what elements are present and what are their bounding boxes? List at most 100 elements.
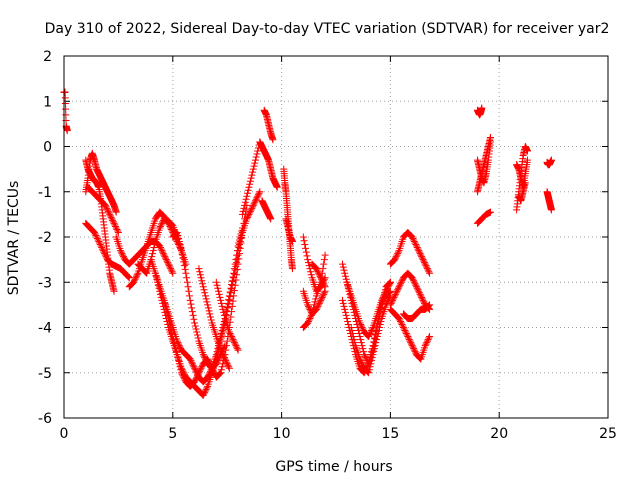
data-point — [318, 293, 326, 301]
data-point — [180, 262, 188, 270]
data-point — [413, 244, 421, 252]
data-point — [246, 177, 254, 185]
data-point — [201, 388, 209, 396]
data-point — [339, 260, 347, 268]
data-point — [254, 192, 262, 200]
data-point — [387, 299, 395, 307]
data-point — [232, 276, 240, 284]
data-point — [405, 336, 413, 344]
data-point — [161, 253, 169, 261]
data-point — [185, 287, 193, 295]
data-point — [226, 288, 234, 296]
data-point — [228, 333, 236, 341]
data-point — [201, 292, 209, 300]
y-tick-label: -4 — [38, 321, 52, 337]
data-point — [220, 308, 228, 316]
data-point — [316, 272, 324, 280]
data-point — [246, 180, 254, 188]
data-point — [312, 305, 320, 313]
data-point — [90, 228, 98, 236]
data-point — [228, 302, 236, 310]
data-point — [191, 378, 199, 386]
data-point — [178, 250, 186, 258]
data-point — [409, 275, 417, 283]
data-point — [241, 201, 249, 209]
data-point — [402, 328, 410, 336]
data-point — [365, 369, 373, 377]
data-point — [168, 330, 176, 338]
data-point — [159, 248, 167, 256]
data-point — [408, 342, 416, 350]
data-point — [304, 301, 312, 309]
data-point — [198, 277, 206, 285]
data-point — [376, 320, 384, 328]
data-point — [185, 292, 193, 300]
data-point — [249, 165, 257, 173]
data-point — [414, 245, 422, 253]
data-point — [423, 337, 431, 345]
data-point — [191, 322, 199, 330]
data-point — [251, 159, 259, 167]
data-point — [164, 259, 172, 267]
data-point — [163, 257, 171, 265]
data-point — [206, 310, 214, 318]
data-point — [229, 273, 237, 281]
data-point — [425, 268, 433, 276]
data-point — [166, 263, 174, 271]
data-point — [418, 295, 426, 303]
data-point — [357, 322, 365, 330]
data-point — [315, 299, 323, 307]
data-point — [236, 250, 244, 258]
data-point — [251, 197, 259, 205]
data-point — [214, 287, 222, 295]
data-point — [407, 339, 415, 347]
data-point — [415, 247, 423, 255]
data-point — [234, 247, 242, 255]
data-point — [175, 235, 183, 243]
data-point — [304, 302, 312, 310]
data-point — [301, 241, 309, 249]
data-point — [158, 247, 166, 255]
data-point — [402, 330, 410, 338]
data-point — [217, 296, 225, 304]
data-point — [109, 216, 117, 224]
data-point — [376, 324, 384, 331]
data-point — [254, 191, 262, 199]
data-point — [133, 271, 141, 279]
data-point — [197, 364, 205, 372]
data-point — [164, 260, 172, 268]
data-point — [171, 342, 179, 350]
data-point — [175, 238, 183, 246]
data-point — [421, 260, 429, 268]
data-point — [217, 346, 225, 354]
x-tick-label: 20 — [490, 426, 508, 442]
data-point — [371, 342, 379, 350]
data-point — [414, 286, 422, 294]
data-point — [398, 277, 406, 285]
data-point — [288, 265, 296, 273]
data-point — [230, 339, 238, 347]
data-point — [156, 224, 164, 232]
data-point — [420, 257, 428, 265]
data-point — [130, 278, 138, 286]
data-point — [225, 328, 233, 336]
data-point — [308, 310, 316, 318]
data-point — [246, 207, 254, 215]
data-point — [174, 354, 182, 362]
data-point — [173, 351, 181, 359]
data-point — [343, 314, 351, 322]
data-point — [416, 354, 424, 362]
data-point — [397, 280, 405, 288]
data-point — [159, 250, 167, 258]
data-point — [315, 271, 323, 279]
data-point — [269, 136, 277, 144]
data-point — [175, 340, 183, 348]
data-point — [388, 298, 396, 306]
grid-lines — [64, 56, 608, 418]
data-point — [299, 233, 307, 241]
data-point — [96, 241, 104, 249]
data-point — [426, 269, 434, 277]
data-point — [250, 200, 258, 208]
data-point — [356, 319, 364, 327]
data-point — [367, 328, 375, 336]
